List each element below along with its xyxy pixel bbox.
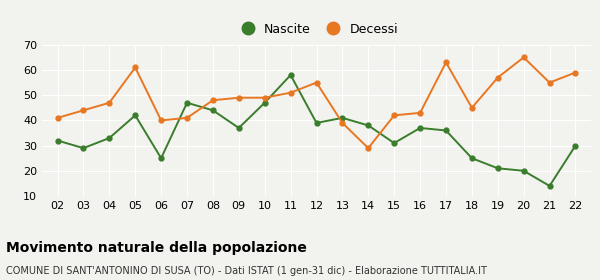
Nascite [106, 136, 113, 140]
Decessi [131, 66, 139, 69]
Line: Decessi: Decessi [55, 55, 578, 151]
Decessi [209, 99, 217, 102]
Decessi [365, 146, 372, 150]
Decessi [572, 71, 579, 74]
Legend: Nascite, Decessi: Nascite, Decessi [230, 18, 403, 41]
Decessi [468, 106, 475, 109]
Decessi [80, 109, 87, 112]
Decessi [391, 114, 398, 117]
Nascite [391, 141, 398, 145]
Decessi [235, 96, 242, 99]
Nascite [184, 101, 191, 104]
Nascite [546, 184, 553, 188]
Nascite [158, 157, 165, 160]
Nascite [313, 121, 320, 125]
Nascite [494, 167, 502, 170]
Nascite [365, 124, 372, 127]
Nascite [209, 109, 217, 112]
Nascite [261, 101, 268, 104]
Nascite [287, 73, 294, 77]
Decessi [520, 56, 527, 59]
Nascite [54, 139, 61, 142]
Text: COMUNE DI SANT'ANTONINO DI SUSA (TO) - Dati ISTAT (1 gen-31 dic) - Elaborazione : COMUNE DI SANT'ANTONINO DI SUSA (TO) - D… [6, 266, 487, 276]
Decessi [546, 81, 553, 84]
Decessi [442, 61, 449, 64]
Nascite [416, 126, 424, 130]
Nascite [131, 114, 139, 117]
Decessi [106, 101, 113, 104]
Nascite [235, 126, 242, 130]
Nascite [442, 129, 449, 132]
Decessi [339, 121, 346, 125]
Decessi [184, 116, 191, 120]
Text: Movimento naturale della popolazione: Movimento naturale della popolazione [6, 241, 307, 255]
Nascite [572, 144, 579, 147]
Decessi [54, 116, 61, 120]
Decessi [287, 91, 294, 94]
Decessi [494, 76, 502, 79]
Nascite [520, 169, 527, 172]
Decessi [313, 81, 320, 84]
Nascite [80, 146, 87, 150]
Decessi [158, 119, 165, 122]
Nascite [468, 157, 475, 160]
Decessi [416, 111, 424, 115]
Line: Nascite: Nascite [55, 73, 578, 188]
Decessi [261, 96, 268, 99]
Nascite [339, 116, 346, 120]
